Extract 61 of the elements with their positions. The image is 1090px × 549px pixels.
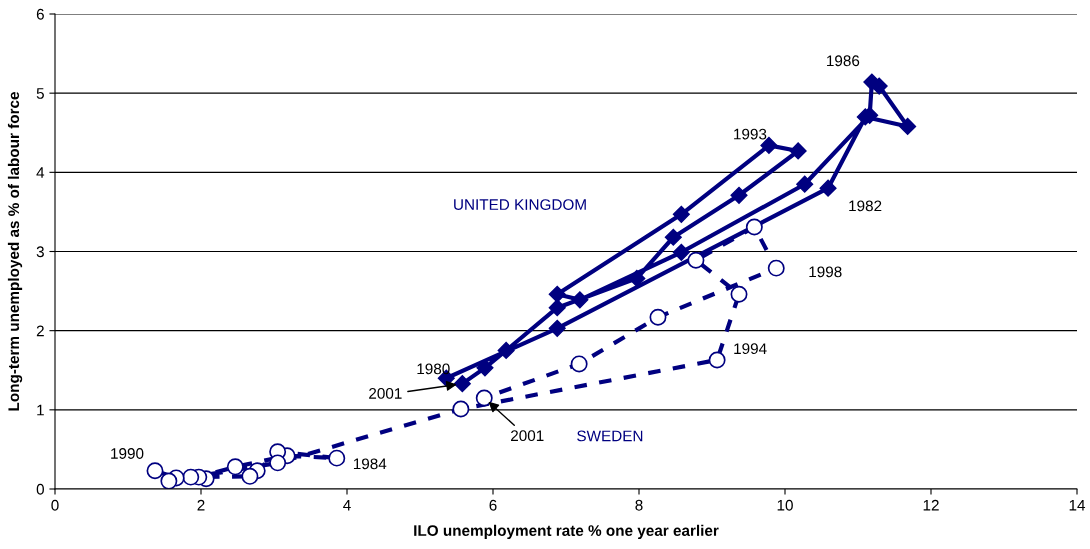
point bbox=[819, 179, 837, 197]
point bbox=[548, 285, 566, 303]
point bbox=[160, 472, 178, 489]
annotation: 1990 bbox=[111, 448, 144, 459]
point bbox=[628, 269, 646, 287]
x-axis-title: ILO unemployment rate % one year earlier bbox=[414, 524, 719, 540]
y-axis-title: Long-term unemployed as % of labour force bbox=[7, 92, 23, 411]
annotation: 1980 bbox=[417, 363, 450, 375]
x-tick-label: 2 bbox=[197, 499, 205, 511]
point bbox=[899, 117, 917, 135]
point bbox=[146, 462, 164, 480]
point bbox=[664, 228, 682, 246]
y-tick-label: 0 bbox=[36, 483, 44, 495]
point bbox=[570, 355, 588, 373]
x-tick-label: 12 bbox=[923, 499, 939, 511]
point bbox=[475, 389, 493, 407]
annotation: 2001 bbox=[369, 387, 402, 399]
point bbox=[328, 449, 346, 467]
point bbox=[796, 175, 814, 193]
annotation: 1998 bbox=[809, 266, 842, 278]
point bbox=[226, 458, 244, 476]
point bbox=[767, 259, 785, 277]
point bbox=[672, 205, 690, 223]
point bbox=[789, 142, 807, 160]
annotation: 1986 bbox=[827, 55, 860, 67]
point bbox=[241, 467, 259, 485]
annotation: 1984 bbox=[353, 458, 387, 470]
x-tick-label: 4 bbox=[343, 499, 351, 511]
annotation: 1994 bbox=[734, 343, 767, 355]
point bbox=[745, 218, 763, 236]
text: SWEDEN bbox=[577, 430, 643, 442]
x-tick-label: 6 bbox=[489, 499, 497, 511]
point bbox=[182, 468, 200, 486]
point bbox=[687, 251, 705, 269]
point bbox=[497, 341, 515, 360]
point bbox=[730, 186, 748, 204]
point bbox=[571, 291, 589, 309]
point bbox=[476, 359, 494, 377]
annotation: 1982 bbox=[849, 200, 882, 212]
x-tick-label: 0 bbox=[51, 499, 59, 511]
y-tick-label: 1 bbox=[37, 404, 44, 416]
y-tick-label: 5 bbox=[36, 88, 44, 99]
point bbox=[548, 319, 566, 337]
y-tick-label: 2 bbox=[36, 325, 44, 337]
point bbox=[453, 375, 471, 393]
text: UNITED KINGDOM bbox=[454, 199, 586, 210]
point bbox=[649, 308, 667, 326]
annotation: 2001 bbox=[511, 430, 544, 442]
point bbox=[269, 454, 287, 472]
point bbox=[452, 400, 470, 418]
point bbox=[548, 299, 566, 317]
y-tick-label: 4 bbox=[36, 167, 45, 178]
y-tick-label: 6 bbox=[36, 8, 44, 20]
point bbox=[672, 243, 690, 261]
x-tick-label: 14 bbox=[1069, 499, 1086, 511]
x-tick-label: 10 bbox=[777, 499, 793, 511]
point bbox=[708, 351, 726, 369]
y-tick-label: 3 bbox=[36, 246, 44, 258]
annotation: 1993 bbox=[734, 128, 767, 140]
x-tick-label: 8 bbox=[635, 499, 643, 511]
point bbox=[730, 285, 748, 303]
